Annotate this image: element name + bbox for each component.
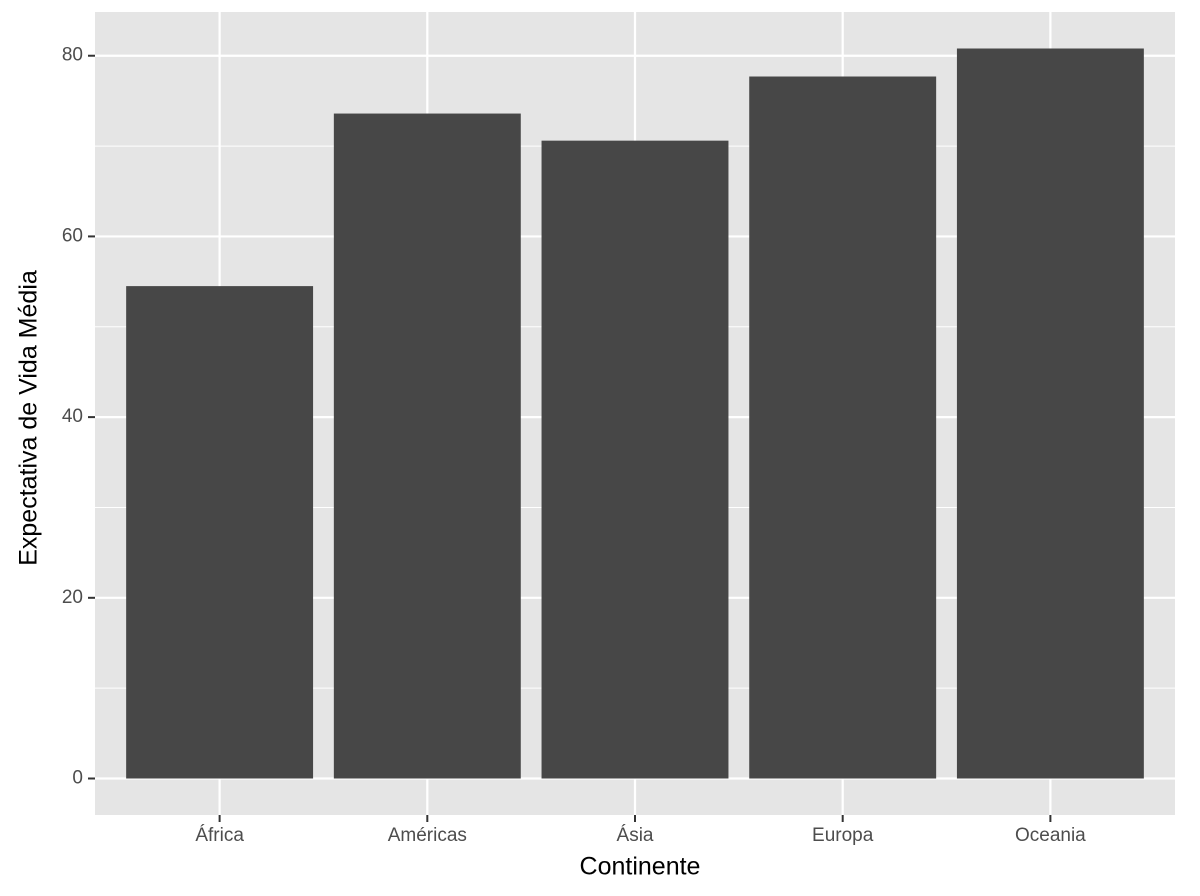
x-tick-label: Europa [812, 825, 874, 846]
x-tick-label: Oceania [1015, 825, 1086, 846]
x-axis-title: Continente [580, 853, 701, 881]
bar [956, 48, 1144, 779]
y-tick-label: 0 [72, 768, 83, 789]
y-tick-label: 40 [62, 406, 83, 427]
bar [333, 113, 521, 779]
x-tick-label: Américas [388, 825, 467, 846]
y-tick-label: 60 [62, 225, 83, 246]
y-tick-label: 20 [62, 587, 83, 608]
bar [126, 286, 314, 779]
y-axis-title: Expectativa de Vida Média [15, 270, 43, 566]
bar [749, 76, 937, 779]
y-tick-label: 80 [62, 45, 83, 66]
bar [541, 140, 729, 779]
x-tick-label: Ásia [617, 825, 654, 846]
x-tick-label: África [195, 825, 244, 846]
